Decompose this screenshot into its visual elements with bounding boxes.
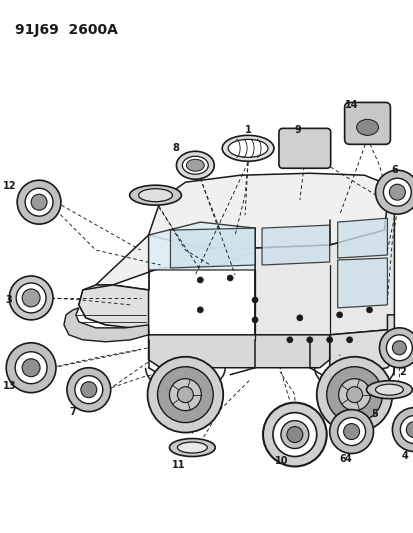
Ellipse shape	[356, 119, 377, 135]
Circle shape	[197, 307, 203, 313]
Circle shape	[15, 352, 47, 384]
Polygon shape	[254, 185, 394, 335]
Circle shape	[399, 416, 413, 443]
Circle shape	[382, 178, 411, 206]
Polygon shape	[79, 285, 148, 330]
Circle shape	[252, 297, 257, 303]
Text: 10: 10	[275, 456, 288, 466]
Circle shape	[288, 139, 308, 158]
Circle shape	[252, 317, 257, 323]
Circle shape	[337, 417, 365, 446]
Text: 8: 8	[171, 143, 178, 154]
Polygon shape	[64, 308, 148, 342]
Ellipse shape	[169, 439, 215, 456]
Circle shape	[81, 382, 97, 398]
Text: 1: 1	[244, 125, 251, 135]
Circle shape	[343, 424, 358, 440]
Polygon shape	[148, 173, 394, 248]
Circle shape	[197, 277, 203, 283]
Polygon shape	[261, 225, 329, 265]
Ellipse shape	[375, 384, 402, 395]
Ellipse shape	[228, 139, 267, 157]
Circle shape	[392, 341, 405, 355]
Text: 13: 13	[2, 381, 16, 391]
Text: 7: 7	[69, 407, 76, 417]
Text: 5: 5	[370, 409, 377, 418]
Circle shape	[326, 367, 382, 423]
Circle shape	[366, 307, 372, 313]
Circle shape	[157, 367, 213, 423]
Text: 3: 3	[6, 295, 12, 305]
Circle shape	[169, 379, 201, 410]
Circle shape	[329, 410, 373, 454]
Circle shape	[17, 180, 61, 224]
Circle shape	[22, 289, 40, 307]
Ellipse shape	[186, 159, 204, 171]
Circle shape	[177, 386, 193, 402]
Circle shape	[346, 337, 352, 343]
Text: 6: 6	[390, 165, 397, 175]
Circle shape	[67, 368, 110, 411]
Circle shape	[375, 170, 413, 214]
Circle shape	[31, 194, 47, 210]
Ellipse shape	[177, 442, 207, 453]
Circle shape	[16, 283, 46, 313]
Circle shape	[147, 357, 223, 433]
Circle shape	[338, 379, 370, 410]
Ellipse shape	[129, 185, 181, 205]
Circle shape	[262, 402, 326, 466]
Circle shape	[296, 315, 302, 321]
Circle shape	[306, 337, 312, 343]
Circle shape	[336, 312, 342, 318]
Circle shape	[326, 337, 332, 343]
Text: 6: 6	[338, 455, 345, 464]
Circle shape	[272, 413, 316, 456]
Text: 12: 12	[2, 181, 16, 191]
Text: 11: 11	[171, 461, 185, 471]
Text: 14: 14	[344, 100, 358, 110]
Circle shape	[385, 335, 411, 361]
Text: 4: 4	[401, 450, 408, 461]
Circle shape	[25, 188, 53, 216]
Circle shape	[227, 275, 233, 281]
Circle shape	[379, 328, 413, 368]
Ellipse shape	[366, 381, 411, 399]
Text: 9: 9	[294, 125, 301, 135]
Circle shape	[75, 376, 102, 403]
Circle shape	[316, 357, 392, 433]
Circle shape	[280, 421, 308, 449]
Circle shape	[286, 426, 302, 442]
Text: 2: 2	[398, 367, 405, 377]
Circle shape	[22, 359, 40, 377]
Circle shape	[9, 276, 53, 320]
FancyBboxPatch shape	[344, 102, 389, 144]
Circle shape	[389, 184, 404, 200]
Circle shape	[346, 386, 362, 402]
Text: 4: 4	[343, 455, 350, 464]
Polygon shape	[148, 330, 329, 368]
Circle shape	[392, 408, 413, 451]
Polygon shape	[337, 258, 387, 308]
Ellipse shape	[176, 151, 214, 179]
FancyBboxPatch shape	[278, 128, 330, 168]
Polygon shape	[79, 285, 148, 325]
Ellipse shape	[182, 156, 208, 174]
Polygon shape	[329, 315, 394, 372]
Polygon shape	[170, 228, 254, 268]
Polygon shape	[337, 218, 387, 258]
Polygon shape	[95, 222, 269, 285]
Circle shape	[286, 337, 292, 343]
Text: 91J69  2600A: 91J69 2600A	[15, 22, 118, 37]
Circle shape	[6, 343, 56, 393]
Ellipse shape	[222, 135, 273, 161]
Polygon shape	[148, 222, 254, 270]
Ellipse shape	[138, 189, 172, 201]
Circle shape	[405, 422, 413, 438]
